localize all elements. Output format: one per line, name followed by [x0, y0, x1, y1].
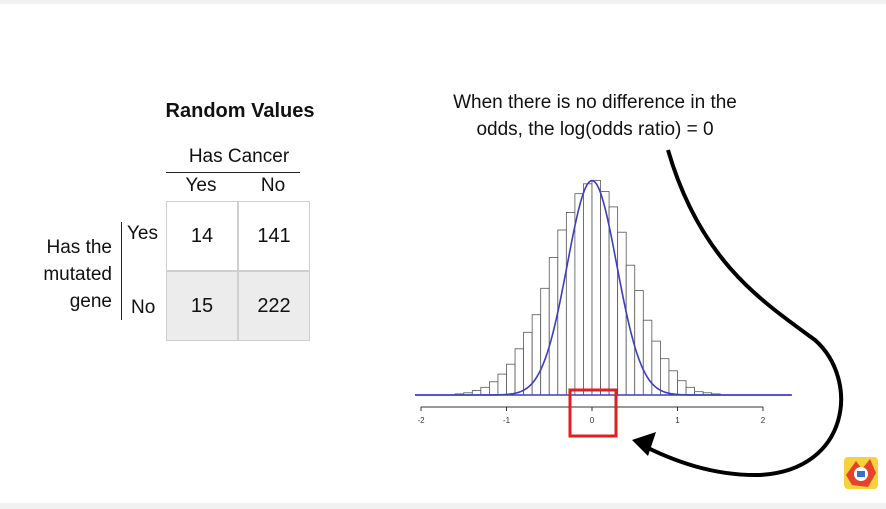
- histogram-bar: [685, 386, 695, 396]
- histogram-bar: [506, 363, 516, 396]
- histogram-bar: [642, 319, 653, 396]
- table-title: Random Values: [165, 100, 315, 122]
- pointer-arrow-head-icon: [632, 432, 656, 456]
- x-tick-label: -1: [503, 416, 511, 425]
- column-label-no: No: [260, 175, 286, 196]
- histogram-bar: [565, 211, 576, 396]
- histogram-bar: [548, 257, 559, 396]
- histogram-bar: [617, 231, 627, 396]
- statquest-logo-icon: [844, 457, 878, 489]
- column-label-yes: Yes: [185, 175, 217, 196]
- histogram-bar: [514, 348, 524, 396]
- histogram-bar: [480, 386, 490, 396]
- histogram-bar: [583, 183, 593, 396]
- histogram-bar: [591, 180, 601, 396]
- column-header: Has Cancer: [188, 146, 290, 167]
- row-header-line: gene: [69, 291, 112, 312]
- x-tick-label: 2: [761, 416, 766, 425]
- zero-highlight-box: [568, 388, 618, 438]
- row-label-yes: Yes: [127, 223, 158, 244]
- top-frame-strip: [0, 0, 886, 4]
- histogram-bar: [540, 287, 550, 396]
- bottom-frame-strip: [0, 503, 886, 509]
- x-tick-label: 0: [590, 416, 595, 425]
- row-label-no: No: [131, 297, 156, 318]
- column-header-underline: [166, 172, 300, 173]
- x-axis: -2 -1 0 1 2: [417, 406, 766, 425]
- table-cell: 15: [166, 271, 238, 341]
- table-cell: 222: [238, 271, 310, 341]
- x-tick-label: 1: [675, 416, 680, 425]
- histogram-bar: [668, 370, 678, 396]
- normal-curve: [415, 179, 791, 396]
- pointer-arrow: [639, 149, 844, 478]
- histogram-bar: [488, 381, 499, 396]
- row-header-bracket: [121, 222, 122, 320]
- histogram-bar: [660, 358, 670, 396]
- histogram-bar: [557, 229, 567, 396]
- row-header-line: mutated: [43, 264, 112, 285]
- annotation-text: When there is no difference in the odds,…: [400, 89, 790, 143]
- x-tick-label: -2: [417, 416, 425, 425]
- histogram-bar: [497, 373, 507, 396]
- row-header: Has the mutated gene: [20, 234, 112, 315]
- annotation-line: odds, the log(odds ratio) = 0: [476, 119, 714, 140]
- histogram-bars: [454, 180, 721, 396]
- table-cell: 141: [238, 201, 310, 271]
- table-cell: 14: [166, 201, 238, 271]
- annotation-line: When there is no difference in the: [453, 92, 737, 113]
- histogram-bar: [574, 193, 584, 396]
- histogram-bar: [634, 290, 644, 396]
- histogram-bar: [677, 380, 687, 396]
- row-header-line: Has the: [46, 237, 112, 258]
